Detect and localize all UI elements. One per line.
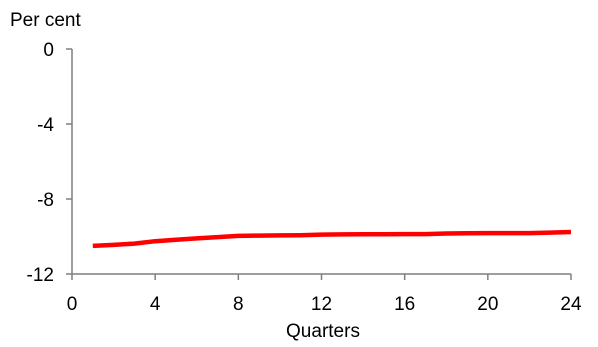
- y-tick-label: 0: [43, 40, 54, 61]
- y-axis-title: Per cent: [10, 10, 81, 31]
- x-axis: 0 4 8 12 16 20 24: [67, 273, 582, 315]
- series-line: [92, 229, 572, 249]
- x-tick-label: 4: [150, 294, 161, 315]
- y-tick-label: -4: [37, 115, 54, 136]
- x-tick-label: 0: [67, 294, 78, 315]
- x-axis-title: Quarters: [286, 321, 360, 342]
- y-tick-label: -12: [27, 265, 54, 286]
- x-tick-label: 16: [394, 294, 415, 315]
- x-tick-label: 8: [233, 294, 244, 315]
- x-tick-label: 24: [560, 294, 582, 315]
- y-tick-label: -8: [37, 190, 54, 211]
- x-tick-label: 20: [477, 294, 498, 315]
- y-axis: 0 -4 -8 -12: [27, 40, 73, 286]
- series-layer: [92, 229, 572, 249]
- x-tick-label: 12: [311, 294, 332, 315]
